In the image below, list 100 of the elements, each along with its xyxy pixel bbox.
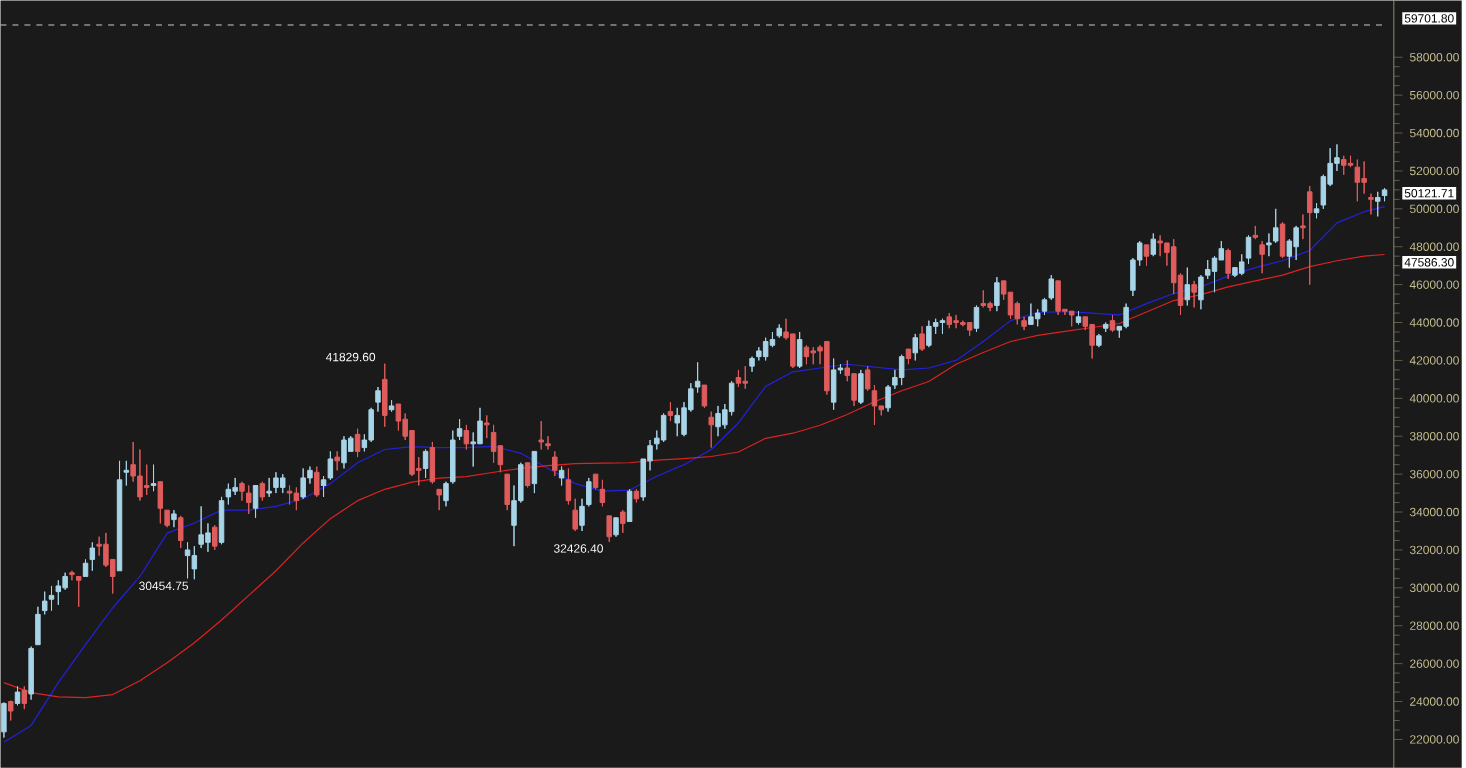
candlestick (246, 484, 252, 515)
candlestick (35, 606, 41, 646)
candlestick (1109, 314, 1116, 333)
candlestick (375, 386, 381, 412)
candlestick (218, 496, 225, 545)
candlestick (1191, 280, 1197, 308)
candlestick (14, 685, 21, 706)
candlestick (749, 356, 755, 373)
annotation: 30454.75 (139, 581, 189, 590)
text: 47586.30 (1404, 257, 1454, 267)
candlestick (382, 363, 388, 428)
candlestick (388, 399, 395, 412)
candlestick (776, 323, 782, 339)
candlestick (620, 509, 626, 534)
candlestick (484, 414, 490, 439)
candlestick (443, 481, 449, 507)
candlestick (75, 575, 82, 608)
y-tick-label: 42000.00 (1409, 356, 1459, 365)
candlestick (178, 515, 184, 549)
candlestick (1198, 274, 1204, 310)
y-tick-label: 34000.00 (1409, 507, 1459, 517)
candlestick (1096, 333, 1102, 348)
annotation: 32426.40 (554, 544, 603, 553)
candlestick (41, 591, 48, 615)
candlestick (259, 481, 266, 502)
candlestick (1368, 193, 1374, 215)
line-series (3, 253, 1386, 699)
candlestick (552, 450, 558, 477)
y-tick-label: 58000.00 (1409, 52, 1459, 62)
y-tick-label: 46000.00 (1409, 280, 1459, 289)
candlestick (7, 699, 14, 721)
text: 50121.71 (1404, 188, 1454, 198)
candlestick (212, 524, 218, 551)
y-tick-label: 40000.00 (1409, 393, 1459, 403)
y-tick-label: 36000.00 (1409, 469, 1459, 479)
candlestick (599, 479, 606, 507)
candlestick (1225, 248, 1231, 280)
candlestick (164, 509, 170, 528)
candlestick (150, 464, 157, 492)
candlestick (1184, 266, 1191, 306)
y-tick-label: 52000.00 (1409, 166, 1459, 176)
candlestick (1150, 232, 1157, 257)
candlestick (538, 420, 544, 450)
y-tick-label: 50000.00 (1409, 204, 1459, 213)
candlestick (252, 484, 259, 519)
candlestick (606, 515, 612, 543)
candlestick (429, 441, 436, 484)
candlestick (354, 428, 361, 458)
candlestick (123, 460, 130, 486)
candlestick (327, 450, 334, 481)
y-tick-label: 28000.00 (1410, 621, 1459, 630)
candlestick (1381, 187, 1388, 202)
candlestick (796, 331, 803, 369)
candlestick (266, 477, 272, 498)
candlestick (667, 401, 674, 422)
candlestick (1102, 321, 1109, 333)
candlestick (572, 498, 578, 532)
candlestick (694, 361, 701, 394)
candlestick (239, 481, 245, 502)
y-tick-label: 44000.00 (1409, 318, 1459, 327)
y-tick-label: 22000.00 (1410, 735, 1459, 744)
candlestick (586, 477, 592, 507)
candlestick (973, 304, 980, 333)
candlestick (504, 473, 510, 511)
candlestick (1021, 316, 1027, 331)
candlestick (708, 410, 714, 448)
candlestick (1300, 213, 1306, 240)
ref-line-label: 59701.80 (1404, 14, 1454, 23)
candlestick (450, 429, 456, 484)
candlestick (994, 276, 1000, 312)
y-tick-label: 32000.00 (1409, 545, 1459, 555)
y-tick-label: 48000.00 (1409, 242, 1459, 251)
candlestick (314, 465, 320, 498)
candlestick (1143, 244, 1150, 267)
candlestick (912, 333, 919, 361)
candlestick (579, 498, 585, 532)
candlestick (48, 585, 55, 611)
candlestick (463, 424, 470, 450)
candlestick (626, 488, 633, 522)
candlestick (436, 488, 442, 511)
candlestick (1272, 208, 1279, 244)
y-tick-label: 38000.00 (1409, 431, 1459, 441)
candlestick (905, 348, 912, 365)
candlestick (334, 450, 340, 471)
candlestick (565, 467, 572, 505)
candlestick (558, 465, 565, 486)
candlestick (1259, 240, 1265, 274)
candlestick (21, 685, 28, 710)
candlestick (116, 460, 123, 572)
candlestick (69, 570, 75, 581)
candlestick (1266, 232, 1272, 257)
candlestick (1306, 185, 1313, 286)
candlestick (701, 384, 708, 409)
candlestick (545, 435, 551, 450)
candlestick (1279, 221, 1286, 259)
y-tick-label: 26000.00 (1410, 659, 1459, 668)
candlestick (157, 481, 164, 524)
candlestick (171, 509, 177, 528)
candlestick (1252, 225, 1259, 240)
candlestick (864, 365, 871, 392)
